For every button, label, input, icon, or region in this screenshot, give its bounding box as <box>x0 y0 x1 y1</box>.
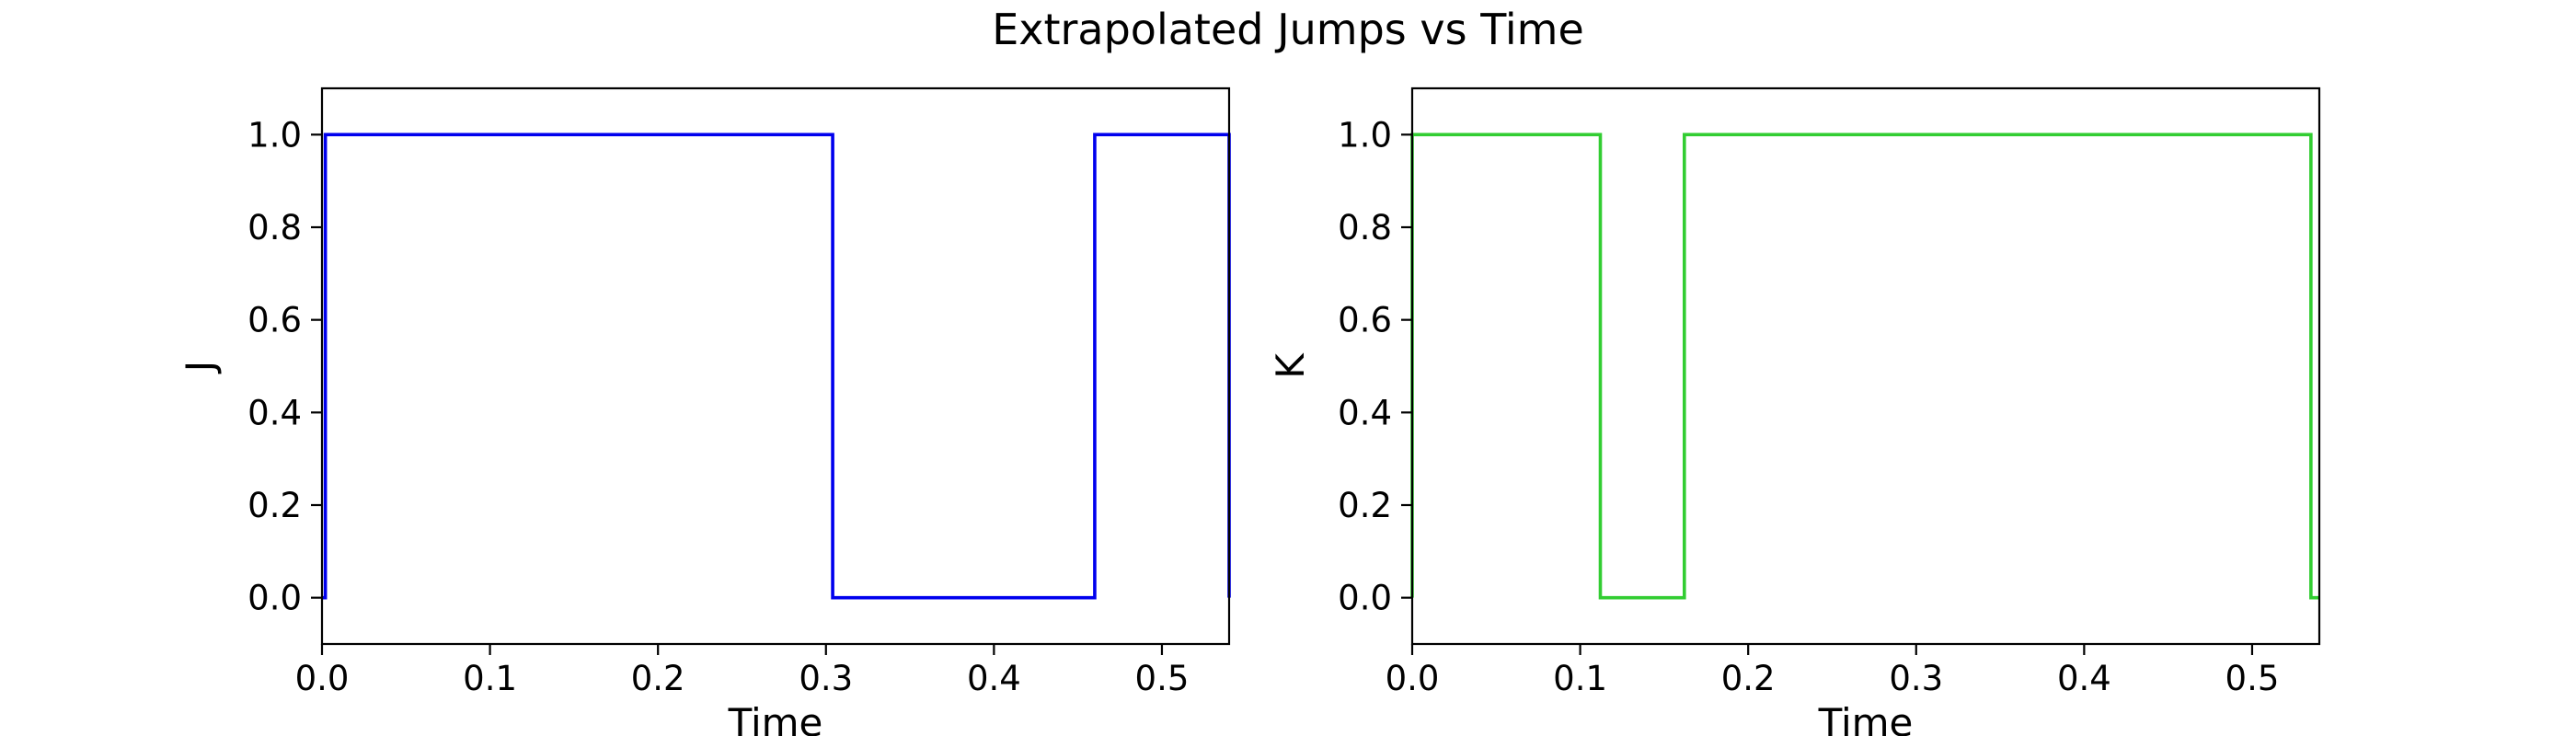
y-axis-label: K <box>1268 352 1313 379</box>
y-tick-label: 1.0 <box>1338 115 1392 155</box>
x-axis-label: Time <box>728 700 823 736</box>
y-tick-label: 0.6 <box>1338 301 1392 340</box>
chart-panel-j: 0.0 0.1 0.2 0.3 0.4 0.5 0.0 0.2 0.4 0.6 0.8 1.0 Time… <box>178 86 1231 736</box>
x-tick-label: 0.0 <box>295 659 350 698</box>
y-axis-label: J <box>178 361 223 374</box>
y-tick-label: 0.0 <box>1338 579 1392 618</box>
y-tick-label: 0.2 <box>1338 486 1392 525</box>
y-tick-label: 0.8 <box>1338 208 1392 247</box>
figure-title: Extrapolated Jumps vs Time <box>992 5 1584 54</box>
series-line-k <box>1410 132 2319 600</box>
x-tick-label: 0.0 <box>1386 659 1440 698</box>
x-tick-label: 0.2 <box>631 659 685 698</box>
x-tick-label: 0.4 <box>2057 659 2111 698</box>
y-tick-label: 0.0 <box>247 579 302 618</box>
x-tick-label: 0.3 <box>1889 659 1943 698</box>
chart-panel-k: 0.0 0.1 0.2 0.3 0.4 0.5 0.0 0.2 0.4 0.6 0.8 1.0 Time… <box>1268 86 2321 736</box>
y-tick-label: 0.6 <box>247 301 302 340</box>
x-tick-label: 0.1 <box>1553 659 1607 698</box>
x-tick-label: 0.5 <box>2225 659 2280 698</box>
y-tick-label: 0.8 <box>247 208 302 247</box>
plot-frame <box>1410 86 2321 646</box>
series-line-j <box>322 132 1231 600</box>
y-tick-label: 0.4 <box>1338 393 1392 432</box>
x-tick-label: 0.3 <box>799 659 853 698</box>
x-tick-label: 0.1 <box>463 659 517 698</box>
x-tick-label: 0.4 <box>967 659 1021 698</box>
x-tick-label: 0.2 <box>1721 659 1776 698</box>
x-axis-label: Time <box>1818 700 1914 736</box>
y-tick-label: 0.2 <box>247 486 302 525</box>
plot-frame <box>320 86 1231 646</box>
y-tick-label: 1.0 <box>247 115 302 155</box>
y-tick-label: 0.4 <box>247 393 302 432</box>
x-tick-label: 0.5 <box>1135 659 1190 698</box>
